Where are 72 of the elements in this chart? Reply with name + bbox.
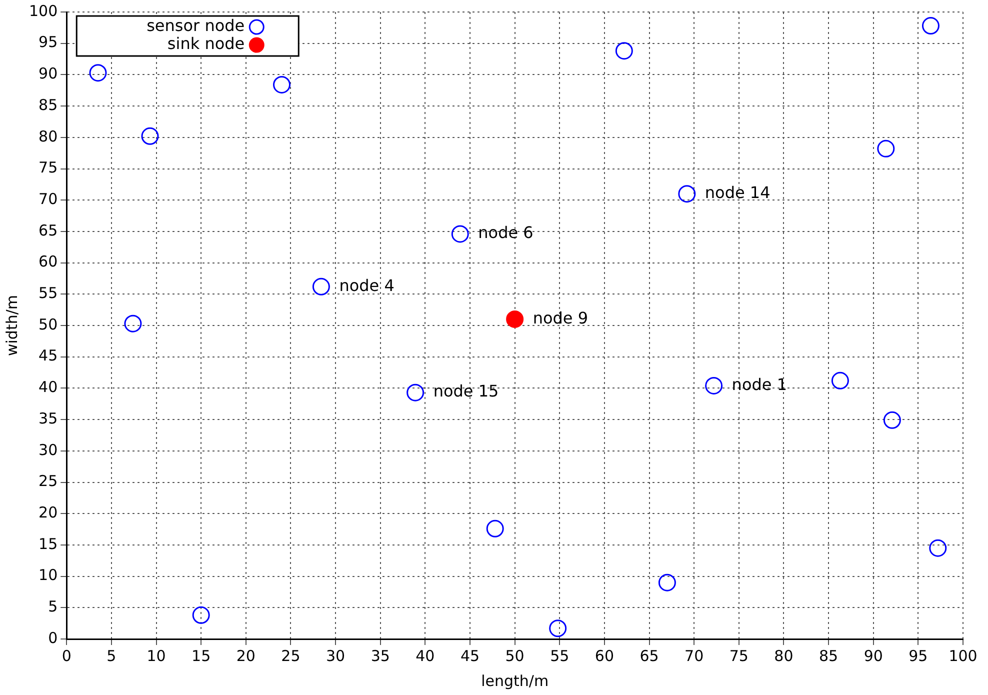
point (678, 185, 696, 203)
x-tick-label: 25 (281, 646, 300, 665)
y-tick-label: 0 (48, 628, 58, 647)
point (89, 64, 107, 82)
point (486, 520, 504, 538)
point (451, 225, 469, 243)
point (312, 278, 330, 296)
x-tick-label: 5 (106, 646, 116, 665)
x-tick-label: 15 (192, 646, 211, 665)
x-tick-label: 75 (729, 646, 748, 665)
x-tick-label: 90 (864, 646, 883, 665)
x-tick-label: 85 (819, 646, 838, 665)
annotation: node 15 (433, 382, 499, 401)
legend-label: sensor node (146, 16, 245, 36)
x-tick-label: 0 (62, 646, 72, 665)
y-tick-label: 35 (38, 409, 58, 428)
point (615, 42, 633, 60)
y-tick-label: 5 (48, 598, 58, 616)
y-tick-label: 70 (38, 190, 58, 208)
x-tick-label: 55 (550, 646, 570, 665)
y-tick-label: 65 (38, 221, 58, 240)
y-tick-label: 55 (38, 284, 58, 302)
y-tick-label: 60 (38, 252, 58, 271)
annotation: node 9 (532, 308, 588, 328)
x-tick-label: 35 (370, 646, 390, 665)
x-tick-label: 100 (948, 646, 978, 665)
point (929, 539, 947, 557)
y-tick-label: 85 (38, 96, 58, 114)
y-tick-label: 40 (38, 378, 58, 396)
point (549, 620, 567, 638)
x-tick-label: 80 (774, 646, 794, 665)
x-tick-label: 95 (908, 646, 928, 665)
x-tick-label: 40 (416, 646, 435, 665)
point (141, 127, 159, 145)
point (883, 411, 901, 429)
y-tick-label: 95 (38, 33, 58, 52)
y-tick-label: 45 (38, 346, 58, 365)
y-tick-label: 50 (38, 315, 58, 334)
point (273, 76, 291, 94)
x-tick-label: 20 (236, 646, 256, 665)
x-tick-label: 30 (326, 646, 346, 665)
x-axis-title: length/m (481, 672, 549, 690)
y-tick-label: 15 (38, 534, 58, 553)
point (877, 140, 895, 158)
annotation: node 14 (704, 182, 770, 202)
x-tick-label: 10 (146, 646, 166, 665)
annotation: node 6 (478, 223, 534, 242)
point (124, 314, 142, 332)
annotation: node 4 (339, 276, 394, 295)
point (922, 17, 940, 35)
legend-label: sink node (167, 34, 245, 54)
y-tick-label: 90 (38, 64, 58, 83)
x-tick-label: 50 (505, 646, 524, 665)
point (406, 384, 424, 402)
y-tick-label: 80 (38, 127, 58, 146)
y-tick-label: 10 (38, 566, 58, 584)
x-tick-label: 70 (684, 646, 704, 665)
y-axis-title: width/m (2, 294, 21, 356)
y-tick-label: 75 (38, 158, 58, 177)
x-tick-label: 45 (460, 646, 480, 665)
x-tick-label: 65 (640, 646, 659, 665)
y-tick-label: 30 (38, 440, 58, 459)
y-tick-label: 20 (38, 503, 58, 522)
point (705, 376, 723, 394)
point (658, 574, 676, 592)
point (506, 310, 524, 328)
x-tick-label: 60 (594, 646, 614, 665)
y-tick-label: 25 (38, 472, 58, 490)
y-tick-label: 100 (28, 2, 58, 20)
annotation: node 1 (732, 374, 788, 394)
point (831, 372, 849, 390)
point (192, 606, 210, 624)
